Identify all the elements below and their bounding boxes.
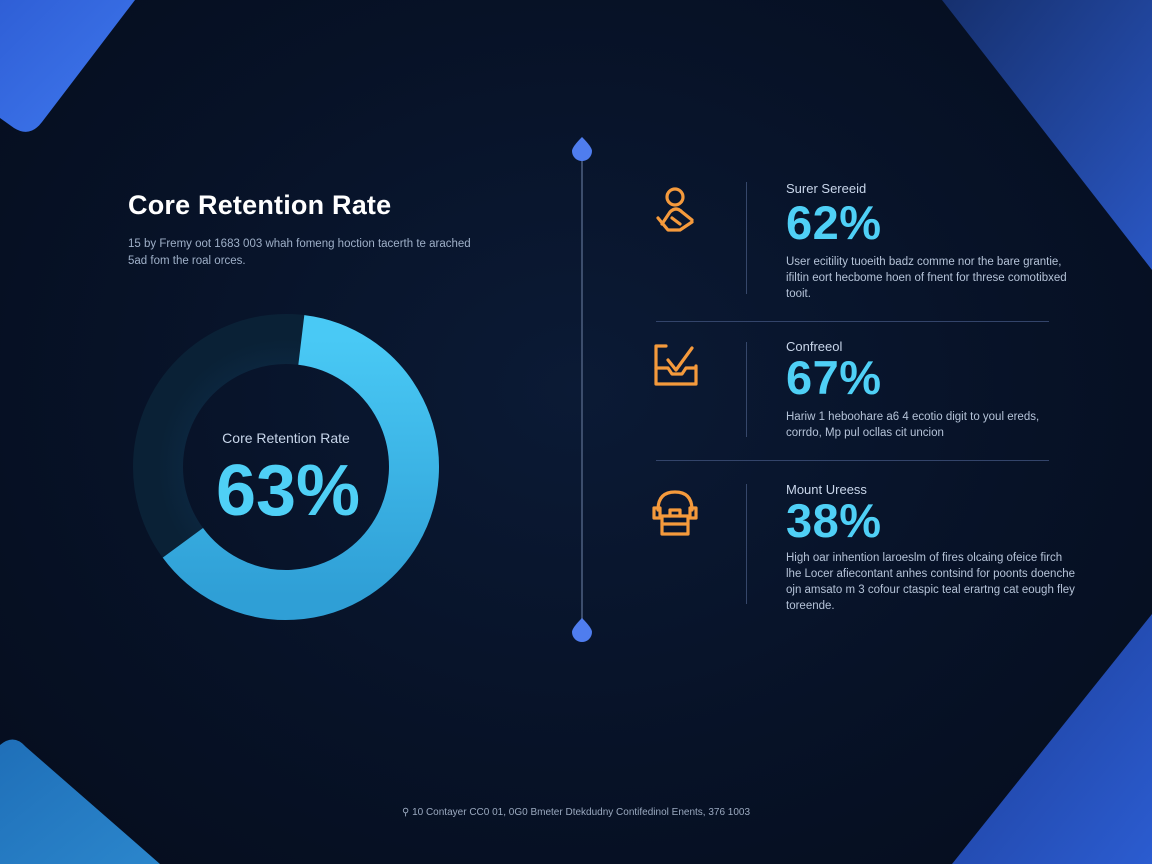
metric-2-value: 67% — [786, 351, 882, 404]
metric-3-description: High oar inhention laroeslm of fires olc… — [786, 552, 1075, 612]
retention-donut-chart: Core Retention Rate 63% — [133, 314, 439, 620]
metric-3-separator — [746, 484, 747, 604]
footer-text: ⚲ 10 Contayer CC0 01, 0G0 Bmeter Dtekdud… — [0, 807, 1152, 818]
page-subtitle: 15 by Fremy oot 1683 003 whah fomeng hoc… — [128, 238, 471, 267]
support-bag-icon — [652, 490, 698, 536]
metric-1-label: Surer Sereeid — [786, 181, 867, 196]
metric-1-description: User ecitility tuoeith badz comme nor th… — [786, 256, 1067, 300]
footer-icon: ⚲ — [401, 807, 413, 818]
checkbox-folder-icon — [654, 344, 698, 386]
timeline-divider — [581, 148, 583, 634]
corner-shape-top-left — [0, 0, 135, 132]
metric-separator-2 — [656, 460, 1049, 461]
metric-2-description: Hariw 1 heboohare a6 4 ecotio digit to y… — [786, 411, 1040, 439]
corner-shape-top-right — [942, 0, 1152, 270]
pin-top-icon — [572, 137, 592, 161]
donut-value-arc — [162, 315, 439, 620]
user-hand-icon — [656, 187, 694, 232]
metric-1-separator — [746, 182, 747, 294]
donut-center-label: Core Retention Rate — [222, 430, 350, 446]
metric-2-label: Confreeol — [786, 339, 843, 354]
donut-center-value: 63% — [216, 451, 360, 531]
pin-bottom-icon — [572, 618, 592, 642]
metric-1-value: 62% — [786, 196, 882, 249]
metric-2-separator — [746, 342, 747, 437]
corner-shape-bottom-left — [0, 739, 160, 864]
metric-3-value: 38% — [786, 494, 882, 547]
footer-label: 10 Contayer CC0 01, 0G0 Bmeter Dtekdudny… — [412, 807, 751, 818]
page-title: Core Retention Rate — [128, 190, 392, 220]
corner-shape-bottom-right — [952, 614, 1152, 864]
metric-separator-1 — [656, 321, 1049, 322]
metric-3-label: Mount Ureess — [786, 482, 867, 497]
